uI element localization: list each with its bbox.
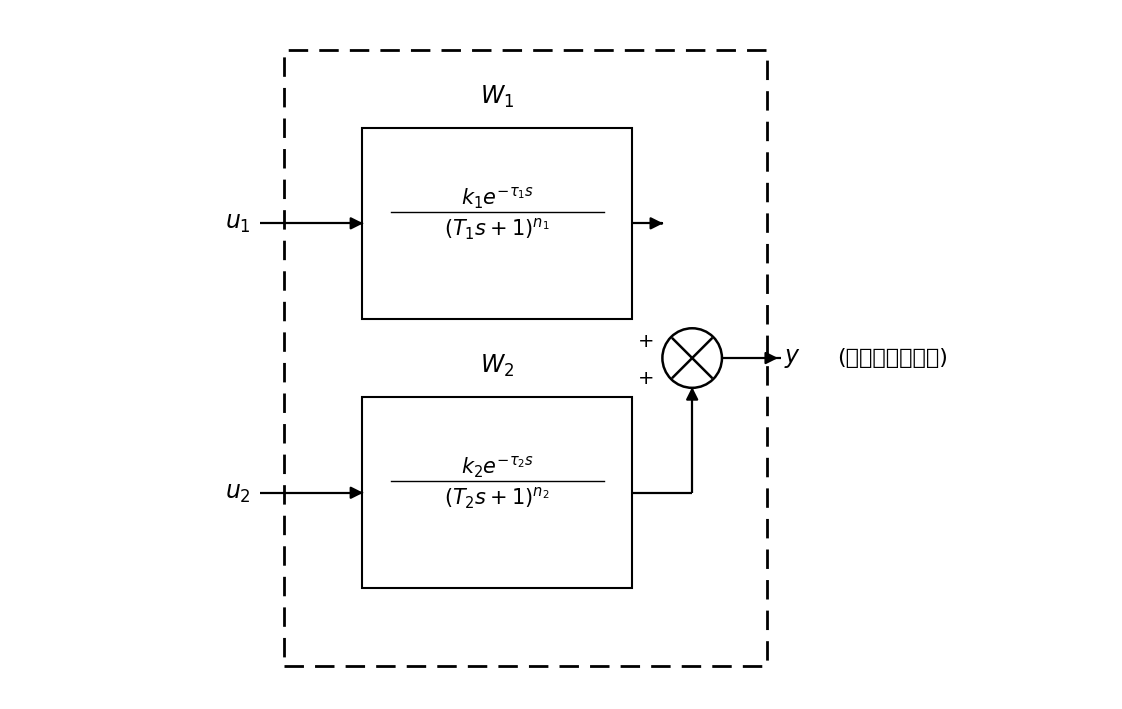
Text: +: + <box>637 369 654 389</box>
Text: $u_1$: $u_1$ <box>226 211 251 235</box>
Bar <box>362 128 632 319</box>
Text: +: + <box>637 333 654 351</box>
Text: (尾部烟气含氧量): (尾部烟气含氧量) <box>837 348 948 368</box>
Text: $(T_1s+1)^{n_1}$: $(T_1s+1)^{n_1}$ <box>444 216 550 242</box>
Bar <box>285 50 766 666</box>
Text: $u_2$: $u_2$ <box>226 481 251 505</box>
Text: $W_1$: $W_1$ <box>480 84 514 110</box>
Bar <box>362 397 632 588</box>
Text: $k_1e^{-\tau_1 s}$: $k_1e^{-\tau_1 s}$ <box>461 185 534 211</box>
Circle shape <box>662 328 721 388</box>
Text: $(T_2s+1)^{n_2}$: $(T_2s+1)^{n_2}$ <box>444 486 550 511</box>
Text: $W_2$: $W_2$ <box>480 353 514 379</box>
Text: $k_2e^{-\tau_2 s}$: $k_2e^{-\tau_2 s}$ <box>461 454 534 480</box>
Text: $y$: $y$ <box>784 346 801 370</box>
